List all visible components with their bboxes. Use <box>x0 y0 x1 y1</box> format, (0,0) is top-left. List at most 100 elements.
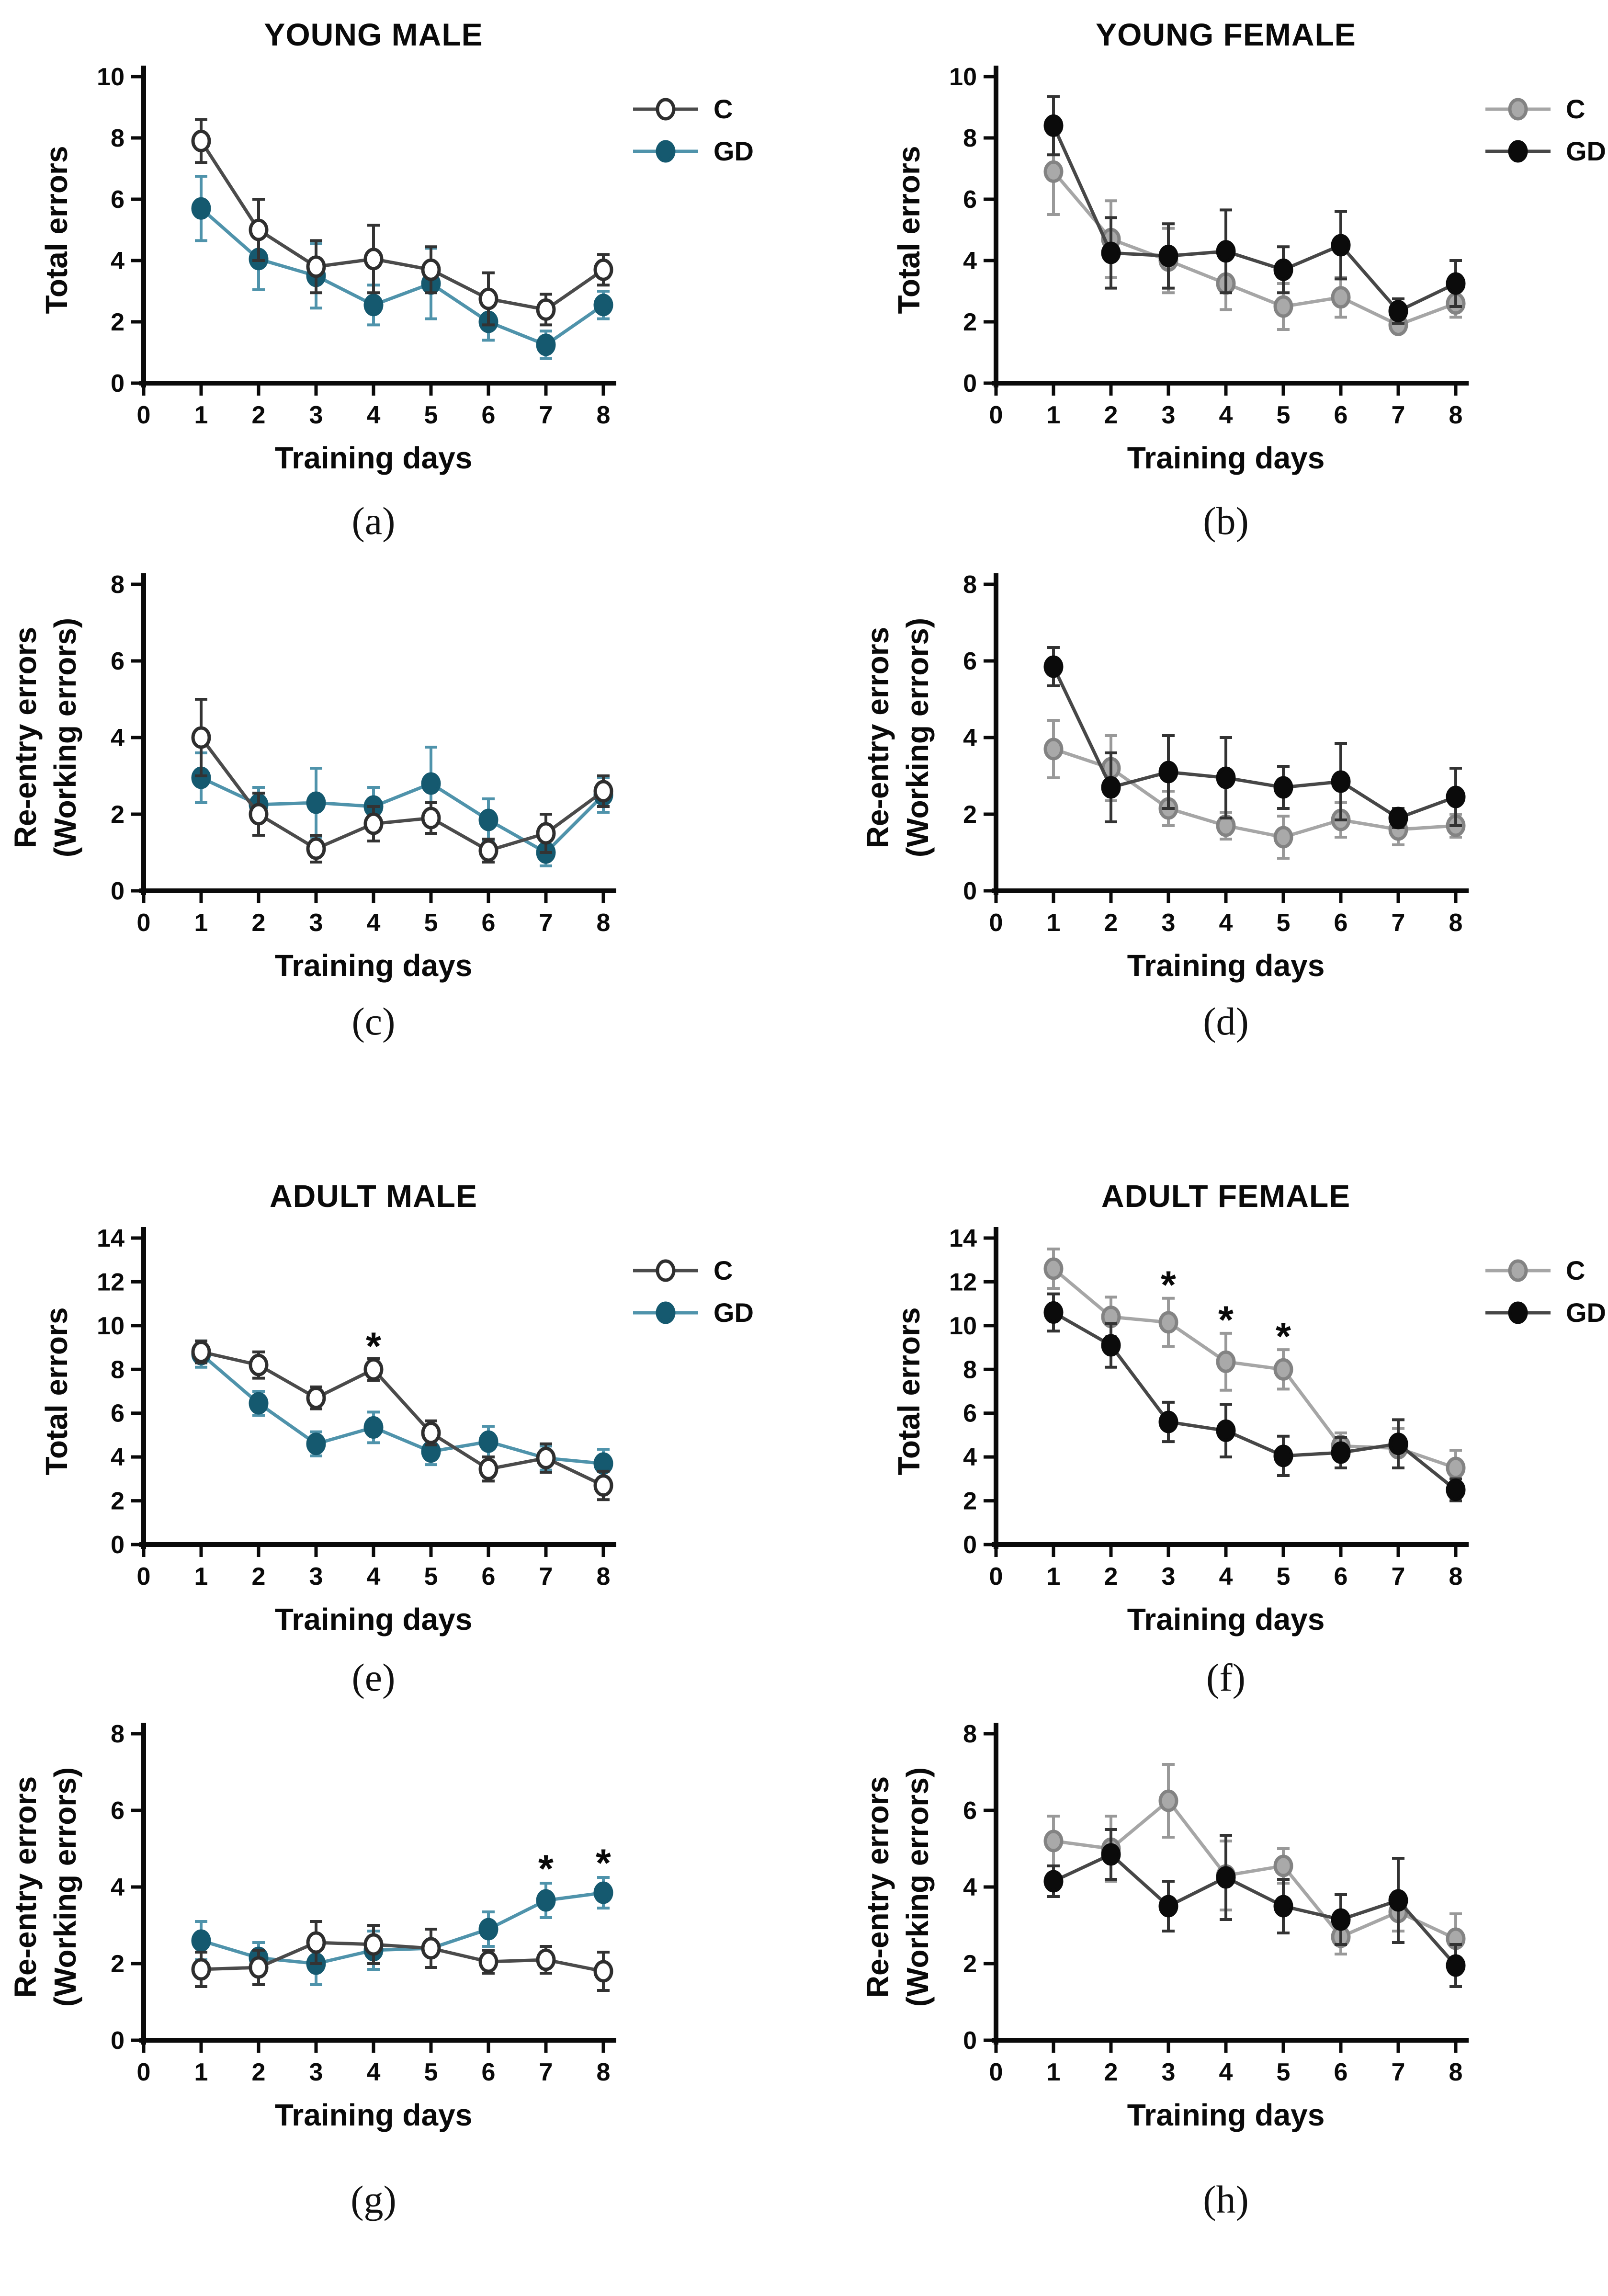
x-tick-label: 2 <box>1104 909 1118 937</box>
x-tick-label: 1 <box>1047 1563 1061 1591</box>
y-tick-label: 4 <box>111 247 125 275</box>
marker-C-day6 <box>478 839 498 862</box>
marker-C-day1 <box>1043 1257 1064 1280</box>
series-C <box>191 1920 613 1992</box>
marker-C-day5 <box>1273 1854 1293 1877</box>
marker-C-day8 <box>593 258 613 281</box>
y-tick-label: 8 <box>963 571 977 599</box>
marker-C-day3 <box>1158 1311 1178 1334</box>
legend-label-C: C <box>1566 1255 1585 1285</box>
marker-GD-day8 <box>1446 785 1466 808</box>
panel-title-adult-male: ADULT MALE <box>269 1178 478 1214</box>
marker-GD-day8 <box>593 1881 613 1904</box>
marker-GD-day4 <box>1216 766 1236 789</box>
axes: 0 1 2 3 4 5 6 7 8 0 2 4 6 8 <box>963 1720 1469 2086</box>
marker-GD-day4 <box>1216 1866 1236 1889</box>
marker-GD-day7 <box>1388 300 1408 323</box>
chart-young-female-total-errors: 0 1 2 3 4 5 6 7 8 0 2 4 6 8 10 Training days Total error… <box>892 63 1606 475</box>
y-tick-label: 4 <box>963 247 977 275</box>
marker-GD-day2 <box>1101 1843 1121 1866</box>
panel-title-adult-female: ADULT FEMALE <box>1101 1178 1351 1214</box>
x-tick-label: 0 <box>137 2058 151 2086</box>
y-tick-label: 4 <box>111 724 125 752</box>
y-tick-label: 2 <box>963 1488 977 1515</box>
panel-caption-g: (g) <box>351 2178 396 2221</box>
marker-GD-day4 <box>363 1416 384 1439</box>
y-tick-label: 10 <box>949 1312 977 1340</box>
x-tick-label: 1 <box>194 401 208 429</box>
x-tick-label: 3 <box>309 1563 323 1591</box>
marker-C-day5 <box>421 1937 441 1960</box>
legend-label-GD: GD <box>1566 136 1606 166</box>
x-tick-label: 4 <box>1219 401 1233 429</box>
marker-GD-day5 <box>1273 776 1293 799</box>
y-tick-label: 4 <box>111 1444 125 1471</box>
marker-GD-day7 <box>536 1889 556 1912</box>
marker-GD-day3 <box>1158 761 1178 784</box>
marker-C-day5 <box>1273 295 1293 318</box>
x-tick-label: 3 <box>309 909 323 937</box>
x-tick-label: 3 <box>1162 1563 1176 1591</box>
panel-d-young-female-reentry-errors: 0 1 2 3 4 5 6 7 8 0 2 4 6 8 Training days Re-entry erro… <box>852 565 1608 1044</box>
marker-GD-day2 <box>1101 241 1121 264</box>
marker-C-day6 <box>478 287 498 310</box>
y-tick-label: 2 <box>963 1950 977 1978</box>
series-C <box>191 1339 613 1501</box>
y-tick-label: 4 <box>963 724 977 752</box>
x-tick-label: 7 <box>1392 909 1405 937</box>
marker-GD-day6 <box>478 1430 498 1453</box>
x-tick-label: 4 <box>1219 1563 1233 1591</box>
y-tick-label: 6 <box>963 648 977 675</box>
marker-C-day7 <box>536 298 556 321</box>
y-tick-label: 6 <box>111 648 125 675</box>
marker-C-day6 <box>1331 286 1351 309</box>
marker-C-day1 <box>191 1341 211 1364</box>
marker-GD-day3 <box>306 791 326 814</box>
axes: 0 1 2 3 4 5 6 7 8 0 2 4 6 8 10 <box>949 63 1469 429</box>
marker-C-day1 <box>191 1958 211 1981</box>
legend-marker-C <box>1508 98 1528 121</box>
y-tick-label: 10 <box>949 63 977 91</box>
legend-marker-GD <box>1508 140 1528 163</box>
chart-young-male-total-errors: 0 1 2 3 4 5 6 7 8 0 2 4 6 8 10 Training days Total error… <box>39 63 754 475</box>
x-tick-label: 3 <box>1162 2058 1176 2086</box>
marker-GD-day6 <box>478 808 498 831</box>
legend-marker-GD <box>656 140 676 163</box>
marker-GD-day7 <box>1388 1432 1408 1455</box>
panel-g-adult-male-reentry-errors: 0 1 2 3 4 5 6 7 8 0 2 4 6 8 Training days Re-entry erro… <box>0 1715 804 2222</box>
y-tick-label: 6 <box>963 1797 977 1825</box>
y-axis-title: Total errors <box>892 146 926 314</box>
x-tick-label: 2 <box>1104 1563 1118 1591</box>
series-GD <box>1043 1292 1466 1502</box>
marker-C-day4 <box>363 812 384 835</box>
marker-GD-day7 <box>1388 807 1408 830</box>
marker-GD-day2 <box>1101 1334 1121 1357</box>
x-tick-label: 5 <box>424 401 438 429</box>
marker-C-day7 <box>536 1446 556 1469</box>
y-tick-label: 8 <box>111 1720 125 1748</box>
legend-marker-C <box>656 1259 676 1282</box>
y-tick-label: 8 <box>111 1356 125 1384</box>
x-tick-label: 8 <box>1449 1563 1463 1591</box>
x-tick-label: 1 <box>1047 401 1061 429</box>
y-tick-label: 0 <box>963 1531 977 1559</box>
x-tick-label: 0 <box>137 1563 151 1591</box>
axes: 0 1 2 3 4 5 6 7 8 0 2 4 6 8 10 <box>97 63 616 429</box>
legend-marker-C <box>1508 1259 1528 1282</box>
marker-C-day4 <box>363 1933 384 1956</box>
panel-caption-h: (h) <box>1203 2178 1249 2221</box>
x-axis-title: Training days <box>275 2098 473 2132</box>
marker-C-day3 <box>306 837 326 860</box>
x-tick-label: 2 <box>252 909 266 937</box>
x-tick-label: 2 <box>252 401 266 429</box>
x-tick-label: 0 <box>989 909 1003 937</box>
y-tick-label: 4 <box>963 1874 977 1901</box>
x-tick-label: 0 <box>137 401 151 429</box>
marker-GD-day8 <box>1446 1954 1466 1977</box>
x-tick-label: 5 <box>424 909 438 937</box>
y-tick-label: 0 <box>963 370 977 398</box>
x-tick-label: 8 <box>1449 909 1463 937</box>
marker-C-day8 <box>593 1960 613 1983</box>
series-GD <box>1043 95 1466 325</box>
legend-marker-GD <box>1508 1301 1528 1324</box>
